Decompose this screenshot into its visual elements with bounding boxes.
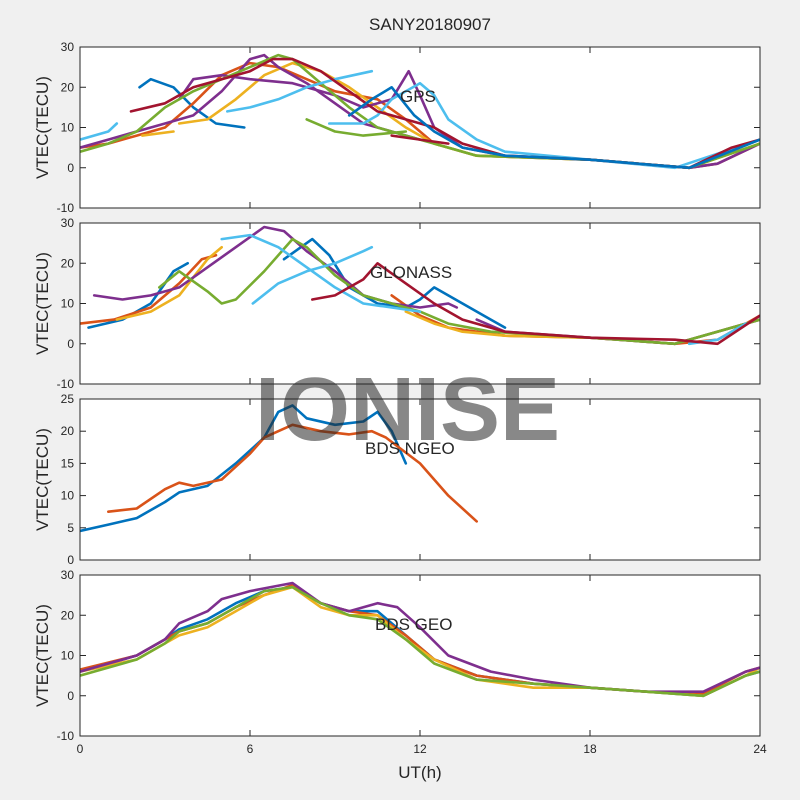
series-line-0: [80, 404, 408, 533]
y-tick-label: 20: [61, 424, 75, 438]
plot-area: [80, 47, 760, 208]
panel-label: BDS GEO: [375, 615, 452, 634]
y-tick-label: 30: [61, 216, 75, 230]
series-line-2: [141, 130, 175, 137]
y-tick-label: 10: [61, 649, 75, 663]
series-group: [80, 225, 760, 346]
y-axis-label: VTEC(TECU): [33, 604, 52, 707]
y-axis-label: VTEC(TECU): [33, 428, 52, 531]
panel-label: GLONASS: [370, 263, 452, 282]
series-group: [80, 581, 760, 698]
series-line-2: [80, 253, 218, 325]
y-tick-label: 20: [61, 608, 75, 622]
series-line-4: [80, 585, 760, 698]
series-line-7: [305, 118, 408, 137]
series-line-12: [390, 134, 450, 145]
x-tick-label: 24: [753, 742, 767, 756]
gps-panel: -10 0 10 20 30 VTEC(TECU) GPS: [33, 40, 761, 215]
x-tick-label: 0: [77, 742, 84, 756]
y-tick-label: -10: [57, 377, 75, 391]
y-tick-label: 15: [61, 456, 75, 470]
series-line-5: [80, 53, 422, 149]
series-line-1: [107, 423, 478, 523]
series-line-6: [92, 225, 459, 309]
y-tick-label: 25: [61, 392, 75, 406]
y-tick-label: 10: [61, 121, 75, 135]
series-line-13: [347, 86, 760, 170]
y-tick-label: 5: [67, 521, 74, 535]
watermark: IONISE: [255, 360, 560, 460]
y-tick-label: 10: [61, 297, 75, 311]
bds-ngeo-panel: 0 5 10 15 20 25 VTEC(TECU) BDS NGEO: [33, 392, 761, 567]
glonass-panel: -10 0 10 20 30 VTEC(TECU) GLONASS: [33, 216, 761, 391]
y-tick-label: 30: [61, 40, 75, 54]
y-axis-label: VTEC(TECU): [33, 76, 52, 179]
series-line-4: [115, 245, 223, 321]
series-group: [80, 53, 760, 170]
x-tick-label: 12: [413, 742, 427, 756]
series-line-0: [87, 262, 189, 329]
y-tick-label: 20: [61, 80, 75, 94]
y-axis-label: VTEC(TECU): [33, 252, 52, 355]
series-line-9: [220, 233, 422, 313]
y-tick-label: 30: [61, 568, 75, 582]
series-line-8: [80, 122, 119, 141]
y-tick-label: 0: [67, 337, 74, 351]
figure-title: SANY20180907: [369, 15, 491, 34]
y-tick-label: 0: [67, 553, 74, 567]
plot-area: [80, 575, 760, 736]
x-axis-label: UT(h): [398, 763, 441, 782]
x-tick-label: 6: [247, 742, 254, 756]
y-tick-label: -10: [57, 729, 75, 743]
panel-label: GPS: [400, 87, 436, 106]
plot-area: [80, 399, 760, 560]
y-tick-label: 10: [61, 489, 75, 503]
panel-label: BDS NGEO: [365, 439, 455, 458]
series-line-9: [226, 69, 374, 113]
series-group: [80, 404, 478, 533]
y-tick-label: 0: [67, 161, 74, 175]
series-line-6: [80, 53, 760, 170]
y-tick-label: 0: [67, 689, 74, 703]
series-line-10: [251, 245, 374, 305]
plot-area: [80, 223, 760, 384]
y-tick-label: -10: [57, 201, 75, 215]
series-line-12: [311, 262, 760, 346]
y-tick-label: 20: [61, 256, 75, 270]
x-tick-label: 18: [583, 742, 597, 756]
